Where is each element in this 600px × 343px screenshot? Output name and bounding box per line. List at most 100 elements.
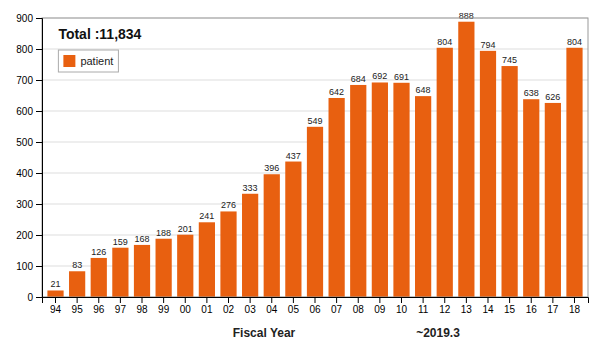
tick: 10: [396, 297, 408, 315]
data-label: 396: [264, 163, 279, 173]
data-label: 549: [307, 116, 322, 126]
tick-label: 97: [115, 304, 127, 315]
tick: 94: [50, 297, 62, 315]
data-labels: 2183126159168188201241276333396437549642…: [51, 11, 582, 290]
tick-mark: [423, 297, 424, 303]
tick-mark: [36, 49, 42, 50]
tick-label: 18: [569, 304, 581, 315]
data-label: 684: [351, 74, 366, 84]
data-label: 188: [156, 228, 171, 238]
bar: [112, 248, 128, 297]
bar: [307, 127, 323, 297]
legend-box: [58, 50, 118, 72]
data-label: 276: [221, 200, 236, 210]
tick-mark: [401, 297, 402, 303]
data-label: 159: [113, 237, 128, 247]
data-label: 83: [72, 260, 82, 270]
tick-label: 12: [439, 304, 451, 315]
tick-label: 00: [180, 304, 192, 315]
tick: 00: [180, 297, 192, 315]
tick-mark: [36, 266, 42, 267]
tick: 06: [309, 297, 321, 315]
tick: 02: [223, 297, 235, 315]
tick: 13: [461, 297, 473, 315]
data-label: 888: [459, 11, 474, 21]
tick: 16: [526, 297, 538, 315]
tick: 12: [439, 297, 451, 315]
bar: [437, 48, 453, 297]
tick-mark: [466, 297, 467, 303]
x-axis-title: Fiscal Year: [233, 326, 296, 340]
bar: [69, 271, 85, 297]
tick-label: 04: [266, 304, 278, 315]
tick: 0: [27, 292, 42, 303]
tick-label: 98: [136, 304, 148, 315]
axis-line: [43, 298, 589, 304]
tick-mark: [36, 204, 42, 205]
tick-mark: [293, 297, 294, 303]
tick-mark: [55, 297, 56, 303]
chart: 2183126159168188201241276333396437549642…: [0, 0, 600, 343]
tick: 100: [16, 261, 42, 272]
bar: [480, 51, 496, 297]
tick: 03: [245, 297, 257, 315]
bar: [156, 239, 172, 297]
bar: [242, 194, 258, 297]
tick-label: 11: [418, 304, 429, 315]
tick: 05: [288, 297, 300, 315]
tick-mark: [77, 297, 78, 303]
tick-label: 400: [16, 168, 33, 179]
tick-label: 06: [309, 304, 321, 315]
tick: 700: [16, 75, 42, 86]
tick-label: 500: [16, 137, 33, 148]
bar: [523, 99, 539, 297]
tick-mark: [552, 297, 553, 303]
data-label: 804: [437, 37, 452, 47]
tick-mark: [379, 297, 380, 303]
data-label: 241: [199, 211, 214, 221]
data-label: 745: [502, 55, 517, 65]
tick: 99: [158, 297, 170, 315]
tick-mark: [271, 297, 272, 303]
data-label: 333: [243, 183, 258, 193]
tick-mark: [250, 297, 251, 303]
tick-label: 02: [223, 304, 235, 315]
tick-mark: [36, 235, 42, 236]
tick-mark: [142, 297, 143, 303]
tick: 01: [201, 297, 213, 315]
annotation: ~2019.3: [416, 326, 460, 340]
bar: [329, 98, 345, 297]
tick: 15: [504, 297, 516, 315]
tick-mark: [509, 297, 510, 303]
data-label: 691: [394, 72, 409, 82]
data-label: 626: [545, 92, 560, 102]
legend-swatch: [63, 55, 75, 67]
bar: [415, 96, 431, 297]
tick: 11: [418, 297, 429, 315]
tick-label: 15: [504, 304, 516, 315]
data-label: 642: [329, 87, 344, 97]
bar: [566, 48, 582, 297]
bar: [177, 235, 193, 297]
y-axis: 0100200300400500600700800900: [16, 13, 42, 303]
plot: 2183126159168188201241276333396437549642…: [16, 11, 588, 315]
tick-label: 800: [16, 44, 33, 55]
bar: [285, 162, 301, 297]
tick-label: 10: [396, 304, 408, 315]
tick: 300: [16, 199, 42, 210]
tick-label: 17: [547, 304, 559, 315]
data-label: 437: [286, 151, 301, 161]
tick: 95: [72, 297, 84, 315]
tick: 17: [547, 297, 559, 315]
tick-mark: [574, 297, 575, 303]
tick-mark: [185, 297, 186, 303]
tick-label: 08: [353, 304, 365, 315]
bar: [372, 82, 388, 297]
data-label: 804: [567, 37, 582, 47]
tick-label: 96: [93, 304, 105, 315]
data-label: 648: [416, 85, 431, 95]
tick: 18: [569, 297, 581, 315]
data-label: 126: [91, 247, 106, 257]
bar: [264, 174, 280, 297]
tick: 900: [16, 13, 42, 24]
